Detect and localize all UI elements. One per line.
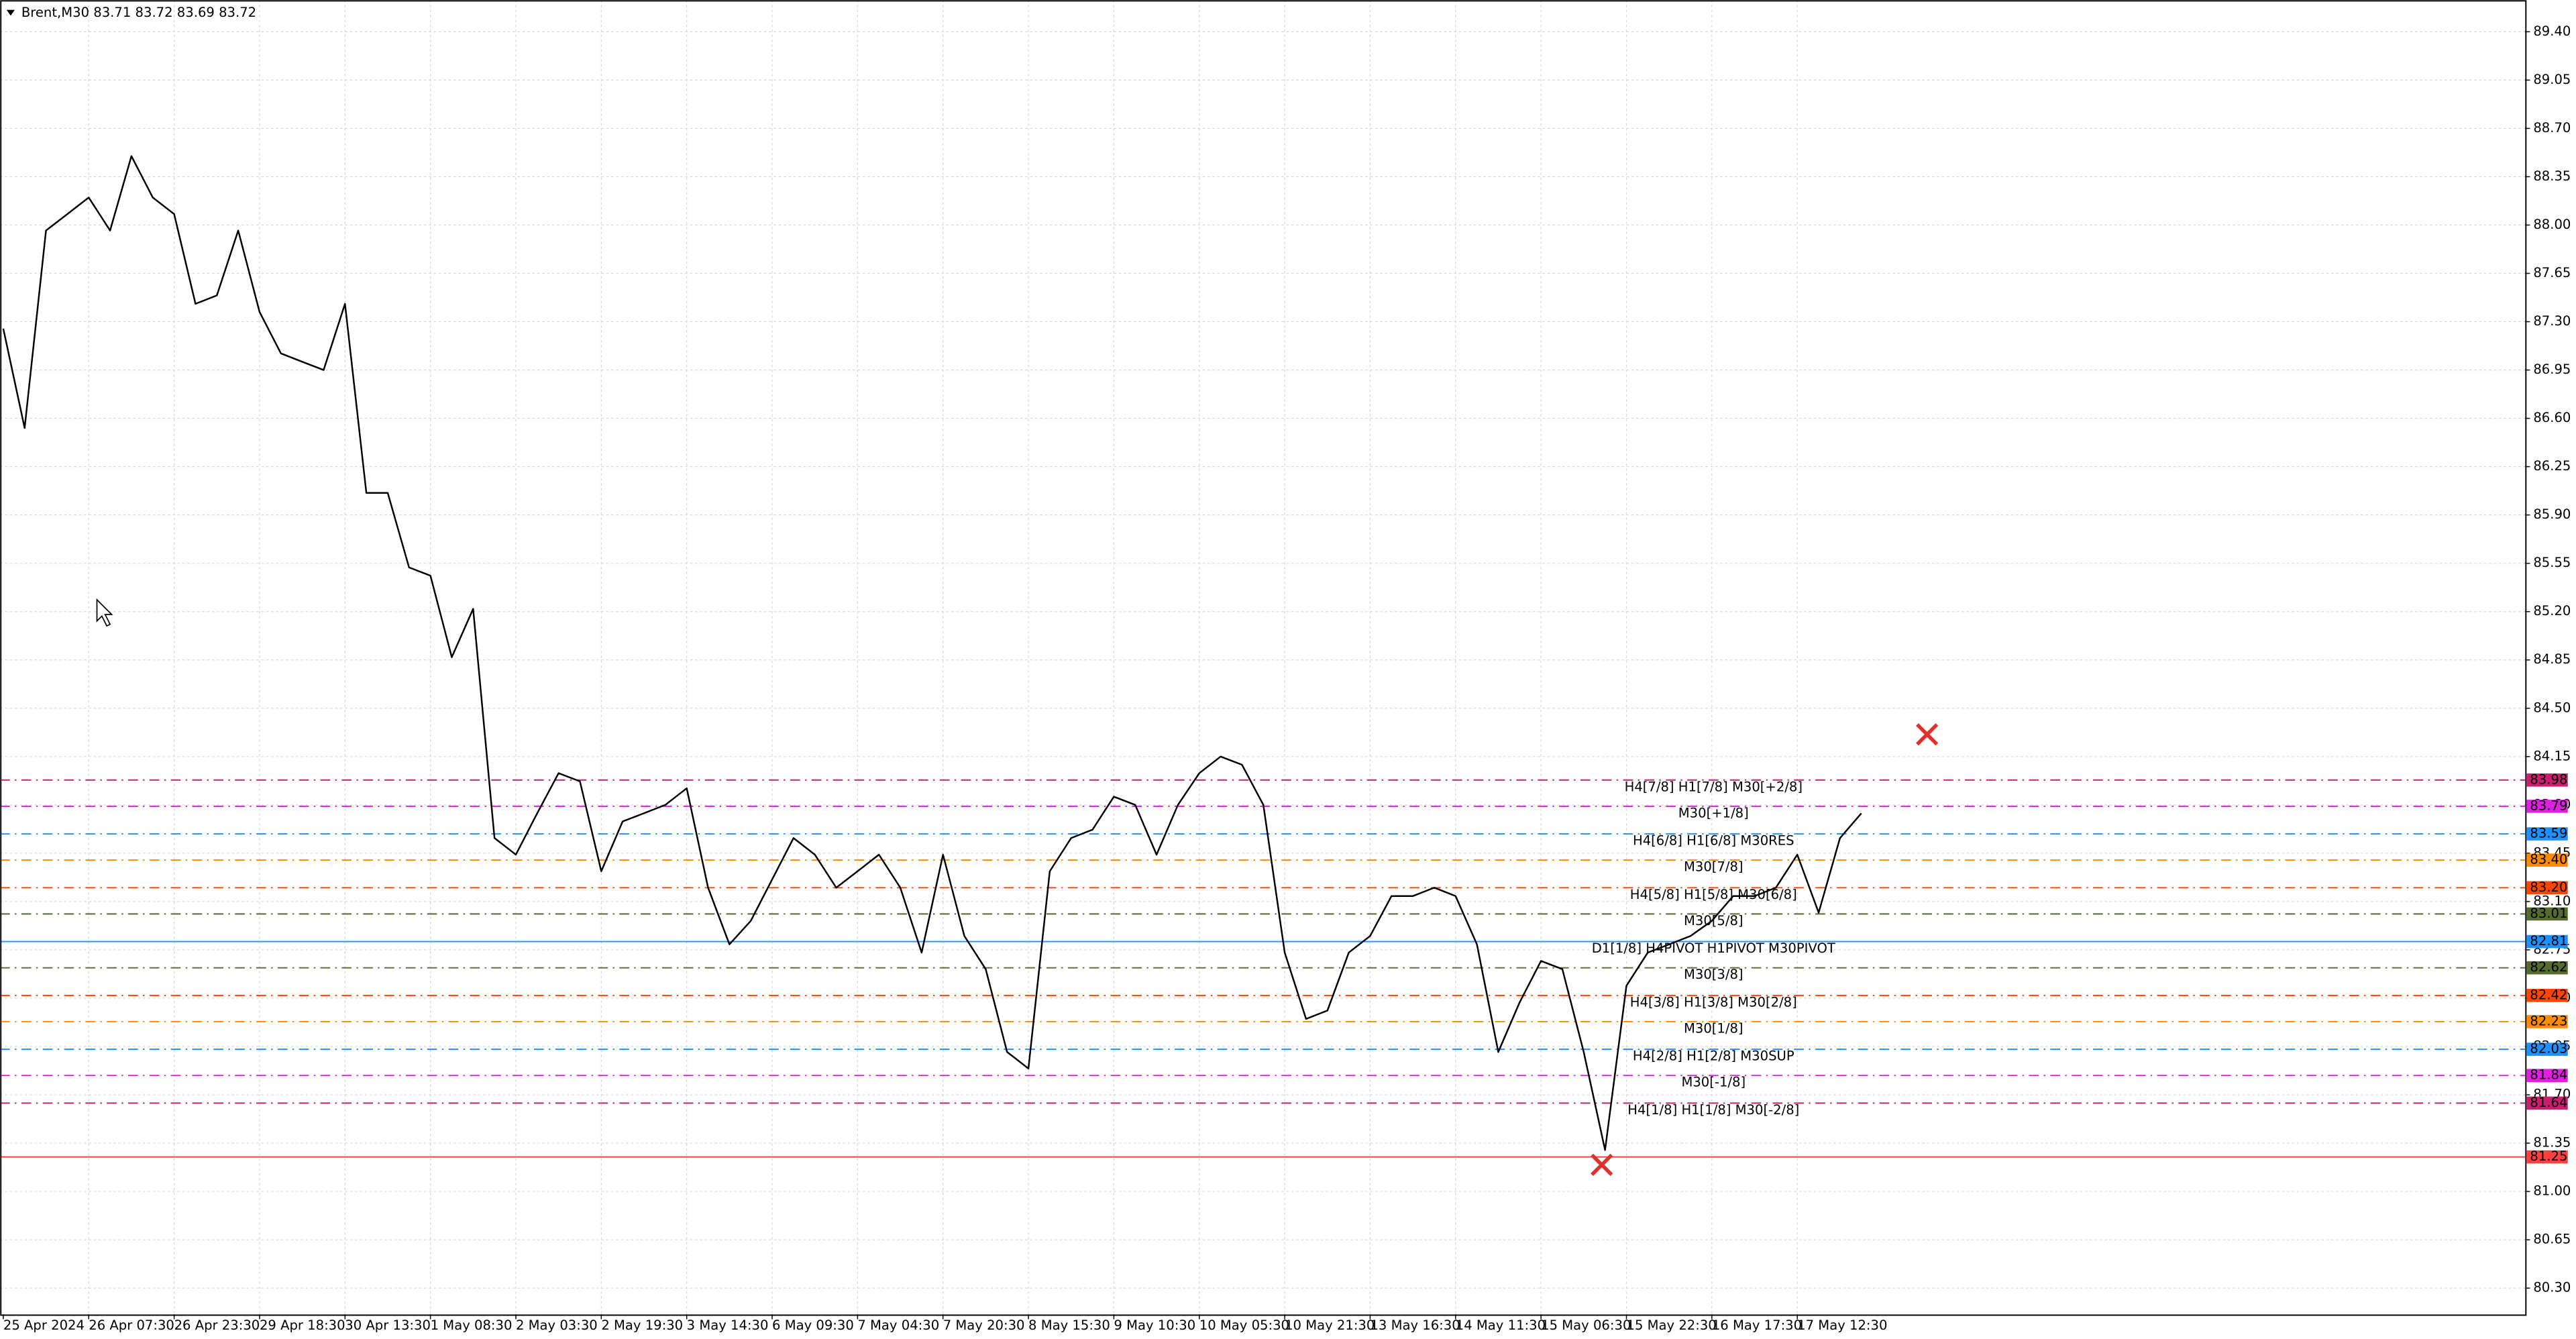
x-tick-label: 15 May 06:30 — [1541, 1318, 1631, 1333]
x-tick-label: 7 May 04:30 — [857, 1318, 939, 1333]
y-tick-label: 80.65 — [2533, 1232, 2571, 1247]
menu-arrow[interactable] — [6, 9, 15, 16]
y-tick-label: 83.10 — [2533, 893, 2571, 908]
x-tick-label: 6 May 09:30 — [772, 1318, 854, 1333]
x-tick-label: 7 May 20:30 — [943, 1318, 1025, 1333]
x-tick-label: 10 May 21:30 — [1285, 1318, 1375, 1333]
level-tag — [2526, 989, 2568, 1002]
level-tag — [2526, 853, 2568, 867]
x-tick-label: 8 May 15:30 — [1028, 1318, 1110, 1333]
x-tick-label: 15 May 22:30 — [1626, 1318, 1716, 1333]
level-tag-label: 82.62 — [2530, 959, 2567, 975]
y-tick-label: 86.25 — [2533, 458, 2571, 474]
level-tag — [2526, 881, 2568, 895]
y-tick-label: 86.60 — [2533, 410, 2571, 425]
x-tick-label: 13 May 16:30 — [1370, 1318, 1460, 1333]
x-tick-label: 30 Apr 13:30 — [345, 1318, 431, 1333]
y-tick-label: 85.90 — [2533, 506, 2571, 522]
y-tick-label: 89.05 — [2533, 72, 2571, 87]
level-tag — [2526, 1069, 2568, 1082]
level-tag-label: 83.79 — [2530, 798, 2567, 813]
level-label: H4[7/8] H1[7/8] M30[+2/8] — [1625, 779, 1803, 794]
y-tick-label: 88.00 — [2533, 217, 2571, 232]
x-tick-label: 14 May 11:30 — [1456, 1318, 1546, 1333]
level-tag — [2526, 934, 2568, 949]
level-tag-label: 81.25 — [2530, 1148, 2567, 1164]
price-line — [2, 155, 1862, 1151]
level-tag — [2526, 961, 2568, 975]
level-tag-label: 81.84 — [2530, 1067, 2567, 1083]
y-tick-label: 84.15 — [2533, 748, 2571, 763]
levels: H4[7/8] H1[7/8] M30[+2/8] M30[+1/8] H4[6/8… — [0, 779, 2526, 1158]
level-tag-label: 82.81 — [2530, 933, 2567, 949]
chart-title: Brent,M30 83.71 83.72 83.69 83.72 — [21, 5, 256, 20]
y-tick-label: 84.85 — [2533, 651, 2571, 667]
y-tick-label: 84.50 — [2533, 700, 2571, 715]
x-tick-label: 10 May 05:30 — [1199, 1318, 1289, 1333]
level-label: M30[+1/8] — [1678, 805, 1749, 820]
level-tag-label: 82.42 — [2530, 987, 2567, 1002]
x-tick-label: 3 May 14:30 — [687, 1318, 769, 1333]
level-label: M30[1/8] — [1684, 1020, 1743, 1036]
x-tick-label: 25 Apr 2024 — [3, 1318, 85, 1333]
plot-frame — [0, 0, 2527, 1316]
y-tick-label: 88.70 — [2533, 120, 2571, 136]
level-tag-label: 82.23 — [2530, 1013, 2567, 1028]
level-label: M30[3/8] — [1684, 967, 1743, 982]
level-tag — [2526, 773, 2568, 787]
level-label: M30[7/8] — [1684, 859, 1743, 875]
level-label: H4[3/8] H1[3/8] M30[2/8] — [1630, 994, 1797, 1010]
x-tick-label: 2 May 03:30 — [516, 1318, 598, 1333]
level-tag-label: 81.64 — [2530, 1095, 2567, 1110]
y-tick-label: 81.35 — [2533, 1135, 2571, 1150]
level-label: H4[1/8] H1[1/8] M30[-2/8] — [1627, 1102, 1799, 1118]
level-tag — [2526, 1150, 2568, 1164]
x-tick-label: 1 May 08:30 — [431, 1318, 513, 1333]
level-tag — [2526, 1096, 2568, 1110]
x-tick-label: 9 May 10:30 — [1114, 1318, 1195, 1333]
level-label: H4[6/8] H1[6/8] M30RES — [1633, 833, 1794, 849]
level-tag-label: 83.59 — [2530, 826, 2567, 841]
level-label: M30[5/8] — [1684, 913, 1743, 928]
level-label: H4[5/8] H1[5/8] M30[6/8] — [1630, 887, 1797, 902]
grid — [0, 0, 2526, 1315]
level-tag — [2526, 827, 2568, 841]
mouse-cursor — [96, 598, 113, 627]
x-tick-label: 17 May 12:30 — [1797, 1318, 1887, 1333]
level-tag-label: 83.40 — [2530, 852, 2567, 867]
y-tick-label: 80.30 — [2533, 1280, 2571, 1295]
y-tick-label: 86.95 — [2533, 362, 2571, 377]
level-tag — [2526, 1042, 2568, 1056]
level-tag-label: 82.03 — [2530, 1041, 2567, 1057]
x-tick-label: 16 May 17:30 — [1712, 1318, 1802, 1333]
x-tick-label: 29 Apr 18:30 — [260, 1318, 345, 1333]
y-tick-label: 87.65 — [2533, 265, 2571, 280]
y-tick-label: 88.35 — [2533, 168, 2571, 184]
level-label: D1[1/8] H4PIVOT H1PIVOT M30PIVOT — [1592, 941, 1836, 956]
level-tag — [2526, 907, 2568, 921]
level-tag — [2526, 800, 2568, 813]
y-tick-label: 85.55 — [2533, 555, 2571, 570]
y-tick-label: 87.30 — [2533, 313, 2571, 329]
y-tick-label: 81.00 — [2533, 1183, 2571, 1199]
level-tag — [2526, 1015, 2568, 1028]
level-label: M30[-1/8] — [1681, 1075, 1746, 1090]
level-label: H4[2/8] H1[2/8] M30SUP — [1633, 1049, 1794, 1064]
x-tick-label: 2 May 19:30 — [601, 1318, 683, 1333]
x-tick-label: 26 Apr 07:30 — [89, 1318, 174, 1333]
y-tick-label: 85.20 — [2533, 603, 2571, 619]
y-tick-label: 89.40 — [2533, 23, 2571, 39]
x-tick-label: 26 Apr 23:30 — [174, 1318, 260, 1333]
level-tag-label: 83.98 — [2530, 771, 2567, 787]
price — [2, 155, 1862, 1151]
close-marker — [1591, 723, 1939, 1176]
level-tag-label: 83.20 — [2530, 879, 2567, 895]
level-tag-label: 83.01 — [2530, 906, 2567, 921]
